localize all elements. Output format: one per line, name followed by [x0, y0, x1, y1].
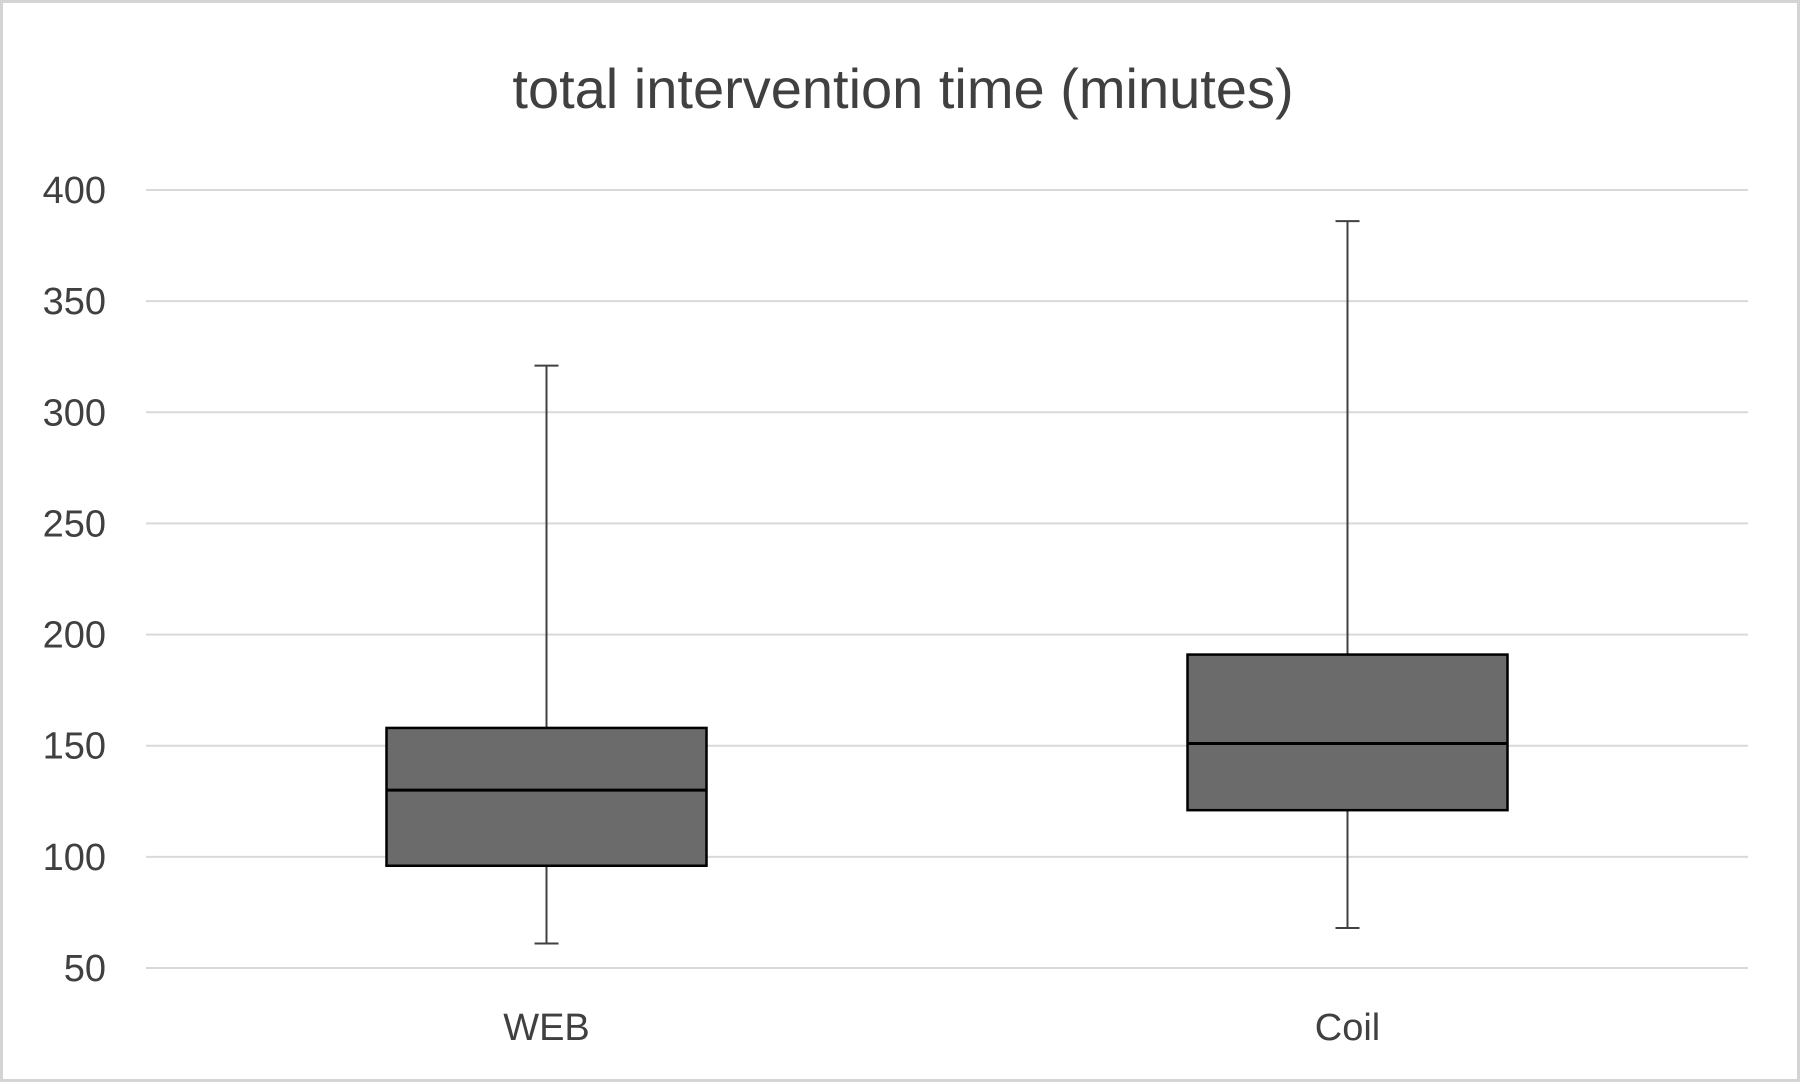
y-axis-tick-labels: 50 100 150 200 250 300 350 400	[43, 170, 106, 990]
y-tick-label-50: 50	[64, 948, 106, 990]
box-web	[385, 364, 708, 945]
x-axis-category-labels: WEB Coil	[503, 1007, 1380, 1049]
y-tick-label-300: 300	[43, 392, 106, 434]
x-category-label-coil: Coil	[1315, 1007, 1380, 1049]
chart-title: total intervention time (minutes)	[512, 57, 1293, 120]
x-category-label-web: WEB	[503, 1007, 590, 1049]
box-series	[385, 220, 1509, 945]
y-tick-label-350: 350	[43, 281, 106, 323]
box-coil	[1186, 220, 1509, 929]
y-tick-label-200: 200	[43, 615, 106, 657]
box-iqr-web	[385, 726, 708, 867]
y-tick-label-250: 250	[43, 503, 106, 545]
box-plot-chart: total intervention time (minutes) 50 100 1…	[43, 57, 1748, 1049]
box-iqr-coil	[1186, 653, 1509, 812]
y-tick-label-100: 100	[43, 837, 106, 879]
y-tick-label-400: 400	[43, 170, 106, 212]
y-tick-label-150: 150	[43, 726, 106, 768]
